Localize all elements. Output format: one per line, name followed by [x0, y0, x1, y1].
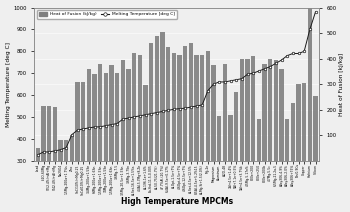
Bar [149, 43, 153, 161]
Bar [194, 55, 199, 161]
Bar [87, 69, 91, 161]
Bar [121, 60, 125, 161]
Bar [223, 64, 227, 161]
Bar [234, 92, 238, 161]
Bar [104, 73, 108, 161]
Bar [183, 46, 187, 161]
Bar [313, 96, 318, 161]
Y-axis label: Melting Temperature [deg C]: Melting Temperature [deg C] [6, 42, 10, 127]
Bar [172, 53, 176, 161]
Bar [110, 65, 114, 161]
Bar [285, 119, 289, 161]
Bar [92, 74, 97, 161]
Bar [166, 47, 170, 161]
Bar [47, 106, 51, 161]
Bar [206, 51, 210, 161]
Bar [308, 6, 312, 161]
Bar [268, 59, 272, 161]
Bar [302, 83, 306, 161]
Bar [251, 56, 255, 161]
Bar [262, 64, 267, 161]
Bar [144, 85, 148, 161]
Bar [126, 69, 131, 161]
Bar [240, 59, 244, 161]
Bar [138, 55, 142, 161]
Bar [160, 32, 164, 161]
Bar [132, 53, 136, 161]
Bar [75, 82, 80, 161]
Bar [155, 36, 159, 161]
Bar [177, 55, 182, 161]
Bar [200, 55, 204, 161]
Bar [81, 82, 85, 161]
Bar [64, 140, 68, 161]
Bar [217, 116, 221, 161]
Bar [98, 64, 102, 161]
Bar [279, 69, 284, 161]
X-axis label: High Temperature MPCMs: High Temperature MPCMs [121, 197, 233, 206]
Bar [211, 65, 216, 161]
Bar [58, 140, 63, 161]
Bar [274, 60, 278, 161]
Bar [189, 43, 193, 161]
Bar [53, 107, 57, 161]
Bar [70, 135, 74, 161]
Bar [296, 84, 301, 161]
Y-axis label: Heat of Fusion [kJ/kg]: Heat of Fusion [kJ/kg] [340, 53, 344, 116]
Bar [245, 59, 250, 161]
Bar [36, 148, 40, 161]
Bar [257, 119, 261, 161]
Bar [115, 73, 119, 161]
Bar [41, 106, 46, 161]
Legend: Heat of Fusion (kJ/kg), Melting Temperature [deg C]: Heat of Fusion (kJ/kg), Melting Temperat… [37, 10, 177, 19]
Bar [291, 103, 295, 161]
Bar [229, 115, 233, 161]
